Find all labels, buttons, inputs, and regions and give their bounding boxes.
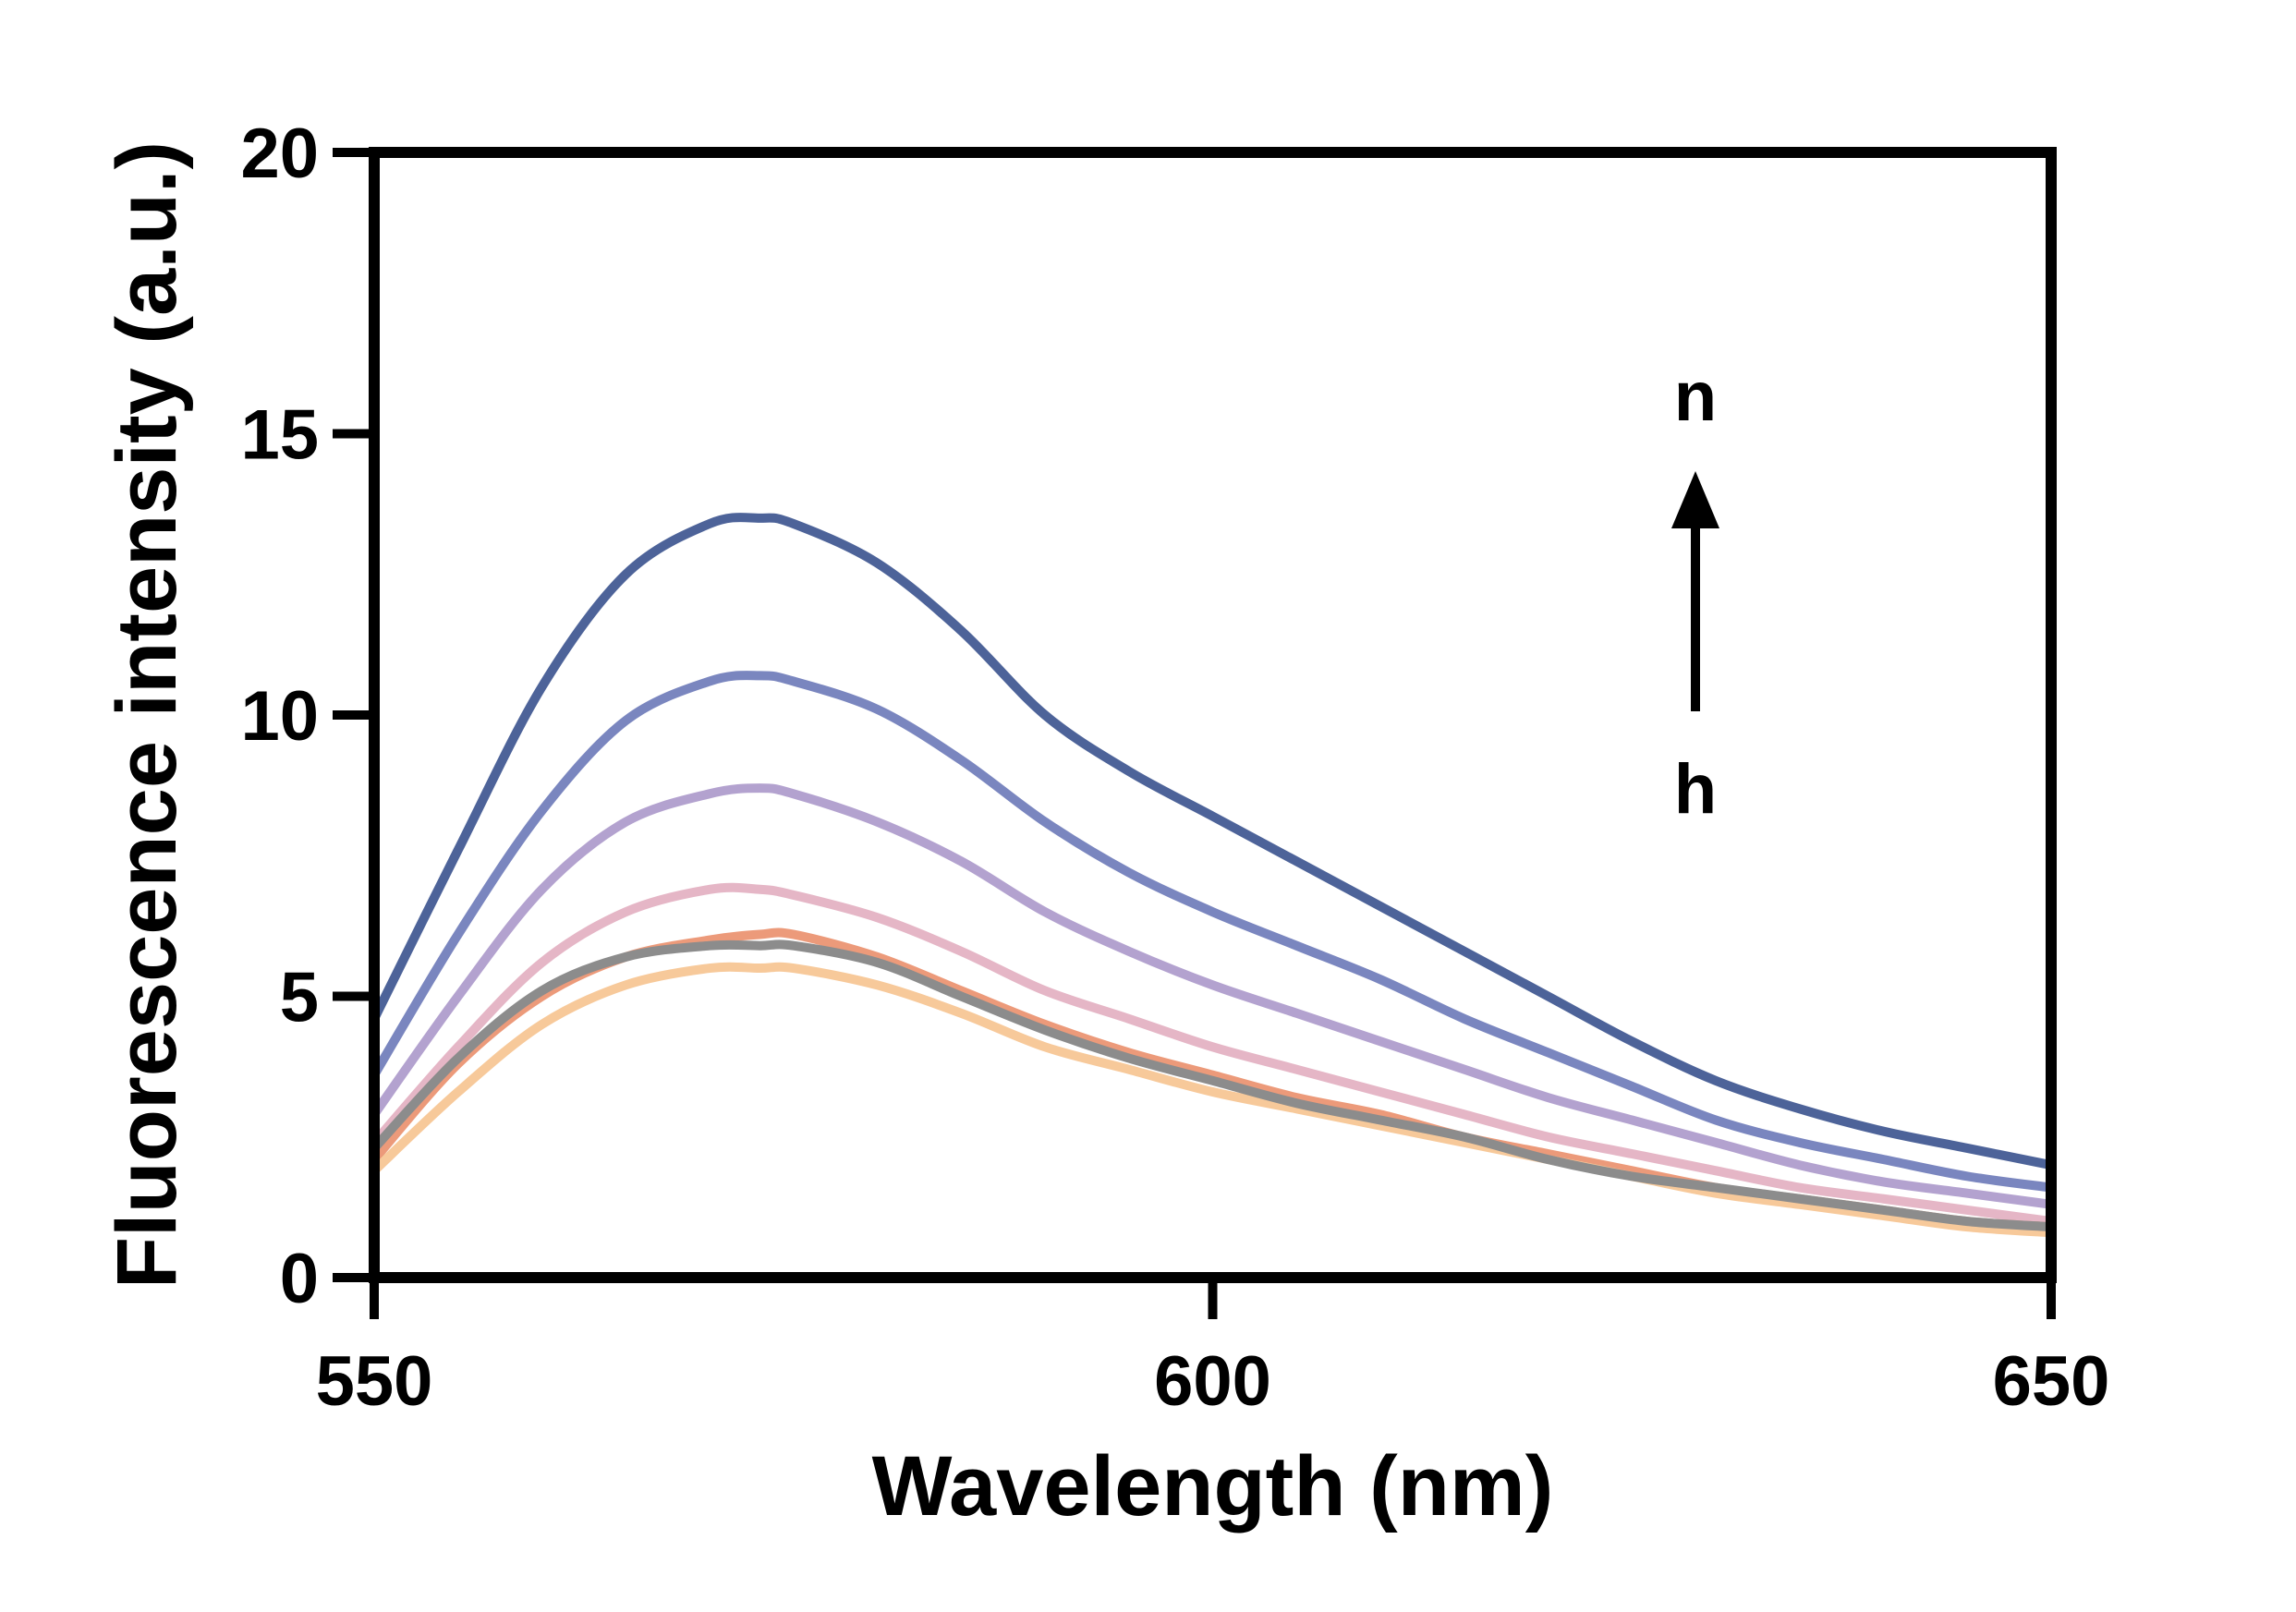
series-line-7 — [371, 939, 2052, 1232]
series-line-3 — [370, 783, 2052, 1209]
x-tick-label: 600 — [1154, 1342, 1271, 1421]
series-line-2 — [370, 671, 2052, 1193]
y-tick-label: 15 — [240, 396, 319, 475]
y-tick-label: 0 — [280, 1240, 319, 1318]
trend-label-bottom: h — [1674, 750, 1717, 829]
y-tick-label: 20 — [240, 115, 319, 193]
series-layer — [370, 513, 2052, 1238]
series-line-4 — [371, 882, 2052, 1227]
trend-label-top: n — [1674, 358, 1717, 436]
y-axis-title: Fluorescence intensity (a.u.) — [100, 141, 194, 1289]
y-tick-label: 5 — [280, 959, 319, 1037]
x-tick-label: 650 — [1993, 1342, 2110, 1421]
series-line-6 — [371, 962, 2052, 1238]
ticks-layer: 0 5 10 15 20 550 600 650 — [240, 115, 2109, 1421]
trend-arrow-icon — [1671, 471, 1719, 528]
x-axis-title: Wavelength (nm) — [872, 1439, 1554, 1533]
series-line-1 — [370, 513, 2052, 1170]
x-tick-label: 550 — [316, 1342, 433, 1421]
y-tick-label: 10 — [240, 677, 319, 756]
